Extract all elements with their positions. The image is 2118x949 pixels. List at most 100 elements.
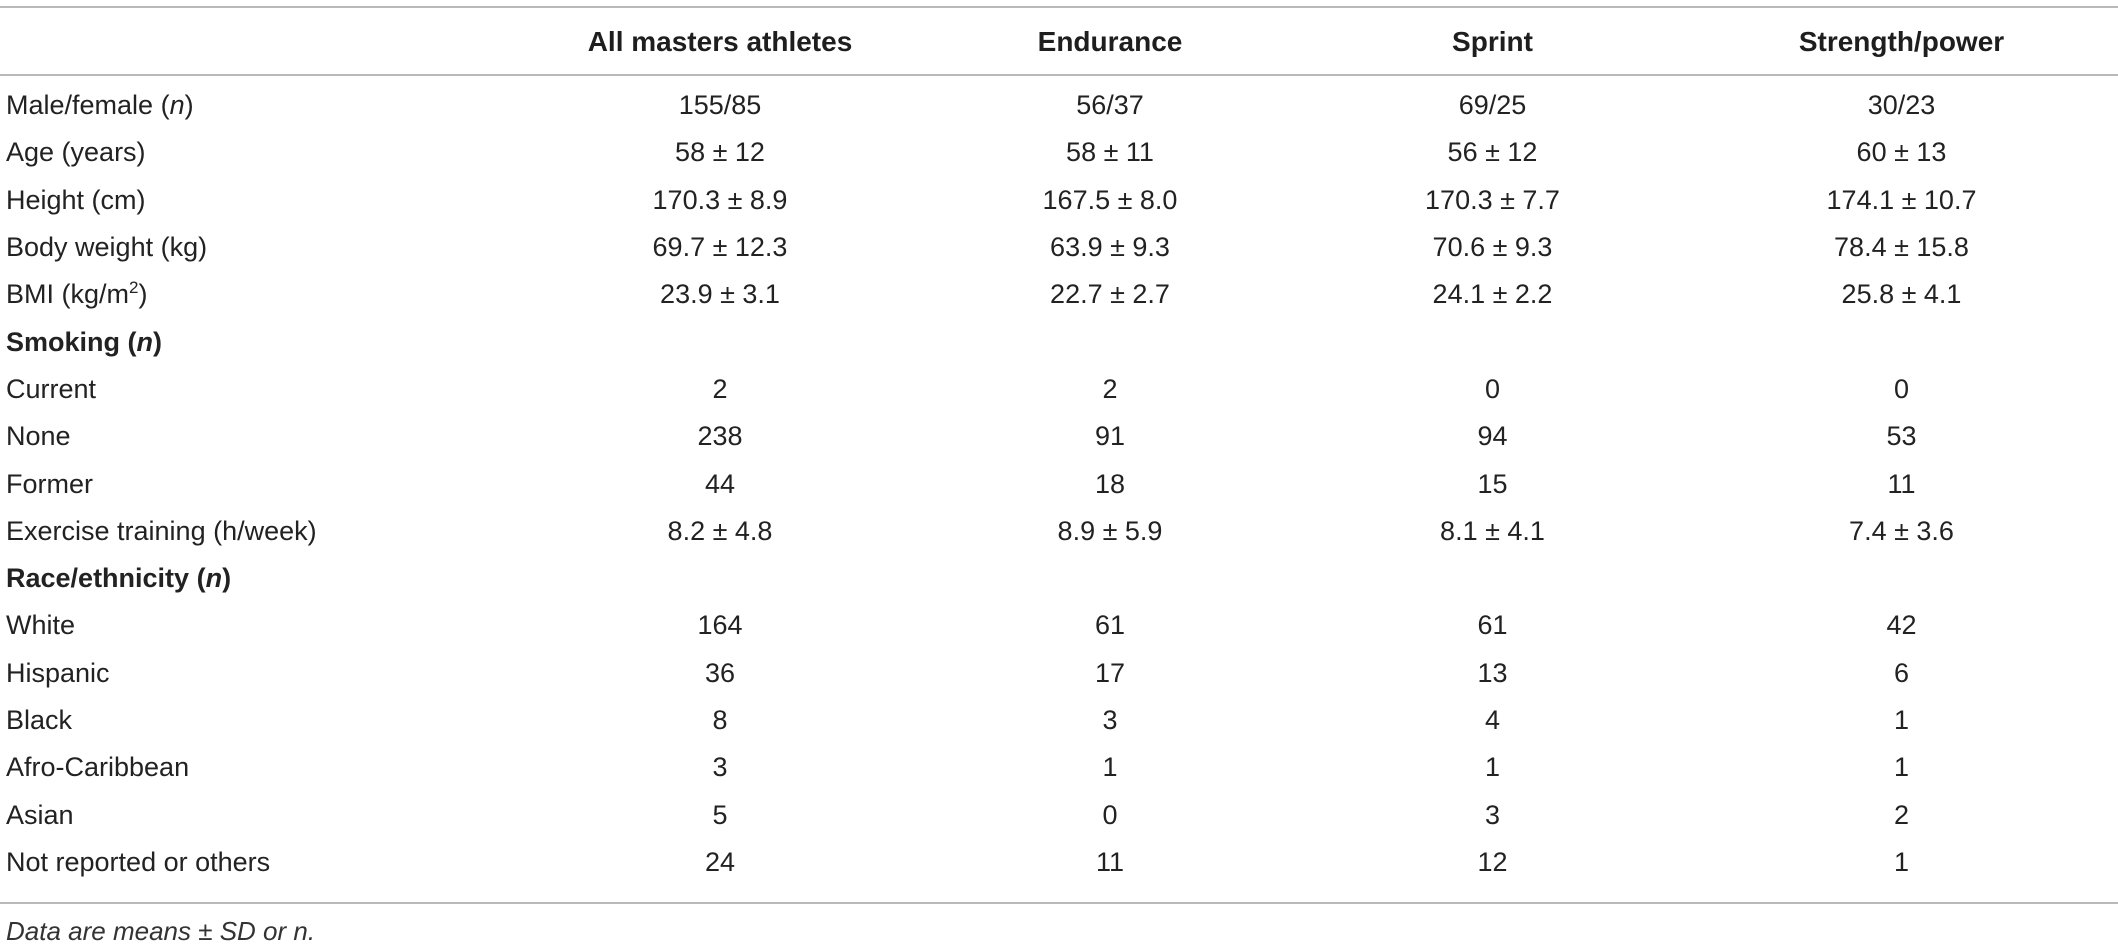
table-cell: 1 xyxy=(1484,752,1501,783)
table-cell: 13 xyxy=(1477,657,1508,688)
row-label-text: Smoking ( xyxy=(6,326,137,357)
table-cell: 167.5 ± 8.0 xyxy=(1042,184,1178,215)
table-cell: 1 xyxy=(1102,752,1118,783)
table-cell: 3 xyxy=(712,752,728,783)
table-row: Height (cm) 170.3 ± 8.9 167.5 ± 8.0 170.3 ±… xyxy=(0,177,2118,224)
table-cell: 3 xyxy=(1484,799,1501,830)
row-label: Afro-Caribbean xyxy=(0,744,520,791)
table-cell xyxy=(520,555,920,602)
table-cell: 91 xyxy=(1094,421,1126,452)
row-label-text: Former xyxy=(6,468,93,499)
row-label: Body weight (kg) xyxy=(0,224,520,271)
table-cell: 6 xyxy=(1893,657,1910,688)
table-row: Current 2 2 0 0 xyxy=(0,366,2118,413)
table-cell: 3 xyxy=(1102,705,1118,735)
table-cell: 42 xyxy=(1886,610,1917,641)
table-cell: 8.1 ± 4.1 xyxy=(1440,515,1545,546)
table-cell: 5 xyxy=(712,799,728,830)
row-label-text: None xyxy=(6,421,71,452)
table-cell: 70.6 ± 9.3 xyxy=(1432,232,1553,263)
row-label-text: Not reported or others xyxy=(6,846,271,877)
table-cell xyxy=(1300,318,1685,365)
athlete-characteristics-table: All masters athletes Endurance Sprint St… xyxy=(0,0,2118,886)
table-cell: 1 xyxy=(1893,752,1910,783)
table-cell: 1 xyxy=(1893,846,1910,877)
table-cell: 174.1 ± 10.7 xyxy=(1826,184,1977,215)
table-row: Hispanic 36 17 13 6 xyxy=(0,650,2118,697)
table-cell: 170.3 ± 7.7 xyxy=(1425,184,1560,215)
table-cell: 61 xyxy=(1094,610,1126,641)
table-cell: 25.8 ± 4.1 xyxy=(1841,279,1962,310)
table-cell: 22.7 ± 2.7 xyxy=(1050,279,1170,310)
table-row: Body weight (kg) 69.7 ± 12.3 63.9 ± 9.3 70.… xyxy=(0,224,2118,271)
row-label: Black xyxy=(0,697,520,744)
table-cell xyxy=(520,318,920,365)
table-row: Not reported or others 24 11 12 1 xyxy=(0,839,2118,886)
table-cell: 24 xyxy=(704,846,736,877)
row-label: Male/female (n) xyxy=(0,82,520,129)
row-label-text: Asian xyxy=(6,799,74,830)
table-cell xyxy=(1685,318,2118,365)
table-cell: 11 xyxy=(1887,468,1916,499)
row-label: Hispanic xyxy=(0,650,520,697)
table-cell xyxy=(920,555,1300,602)
table-cell: 53 xyxy=(1886,421,1917,452)
row-label-superscript: 2 xyxy=(129,278,139,298)
table-cell: 61 xyxy=(1477,610,1508,641)
table-header-rule xyxy=(0,74,2118,76)
table-row: Black 8 3 4 1 xyxy=(0,697,2118,744)
table-cell: 8 xyxy=(712,705,728,735)
row-label-suffix: ) xyxy=(153,326,163,357)
table-cell: 23.9 ± 3.1 xyxy=(660,279,780,310)
section-label: Smoking (n) xyxy=(0,318,520,365)
table-cell: 58 ± 11 xyxy=(1066,137,1154,168)
table-cell xyxy=(1685,555,2118,602)
table-row: Male/female (n) 155/85 56/37 69/25 30/23 xyxy=(0,82,2118,129)
row-label: Exercise training (h/week) xyxy=(0,508,520,555)
table-cell: 2 xyxy=(712,373,728,404)
row-label-text: White xyxy=(6,610,76,641)
table-cell: 8.2 ± 4.8 xyxy=(667,515,773,546)
row-label: White xyxy=(0,602,520,649)
table-bottom-rule xyxy=(0,902,2118,904)
row-label-text: BMI (kg/m xyxy=(6,279,130,310)
table-cell: 11 xyxy=(1095,846,1125,877)
table-cell: 4 xyxy=(1484,705,1501,735)
header-cell-strength-power: Strength/power xyxy=(1798,26,2005,57)
table-cell: 56/37 xyxy=(1076,90,1144,121)
table-cell: 36 xyxy=(704,657,736,688)
table-row: Afro-Caribbean 3 1 1 1 xyxy=(0,744,2118,791)
table-row: Asian 5 0 3 2 xyxy=(0,791,2118,838)
row-label: Former xyxy=(0,460,520,507)
row-label-suffix: ) xyxy=(138,279,148,310)
header-cell-sprint: Sprint xyxy=(1452,26,1533,57)
table-cell: 58 ± 12 xyxy=(675,137,765,168)
row-label-text: Current xyxy=(6,373,97,404)
row-label: Current xyxy=(0,366,520,413)
row-label-italic: n xyxy=(169,90,185,121)
table-footnote: Data are means ± SD or n. xyxy=(6,916,316,946)
table-cell: 18 xyxy=(1094,468,1126,499)
table-cell: 0 xyxy=(1102,799,1118,830)
table-row: Age (years) 58 ± 12 58 ± 11 56 ± 12 60 ± 13 xyxy=(0,129,2118,176)
row-label-text: Black xyxy=(6,705,73,735)
table-cell: 60 ± 13 xyxy=(1856,137,1947,168)
table-cell: 56 ± 12 xyxy=(1447,137,1538,168)
table-cell: 164 xyxy=(697,610,743,641)
table-header-row: All masters athletes Endurance Sprint St… xyxy=(0,0,2118,82)
table-cell: 15 xyxy=(1477,468,1508,499)
table-row: None 238 91 94 53 xyxy=(0,413,2118,460)
table-cell: 2 xyxy=(1102,373,1118,404)
table-cell: 0 xyxy=(1893,373,1910,404)
row-label: None xyxy=(0,413,520,460)
row-label-text: Male/female ( xyxy=(6,90,170,121)
table-cell xyxy=(1300,555,1685,602)
table-cell: 12 xyxy=(1477,846,1508,877)
table-cell: 44 xyxy=(704,468,736,499)
header-cell-all-masters: All masters athletes xyxy=(587,26,853,57)
table-row: Exercise training (h/week) 8.2 ± 4.8 8.9 ±… xyxy=(0,508,2118,555)
header-cell-endurance: Endurance xyxy=(1037,26,1183,57)
table-body: Male/female (n) 155/85 56/37 69/25 30/23 Age … xyxy=(0,82,2118,886)
table-row: BMI (kg/m2) 23.9 ± 3.1 22.7 ± 2.7 24.1 ± 2.… xyxy=(0,271,2118,318)
row-label-text: Height (cm) xyxy=(6,184,146,215)
